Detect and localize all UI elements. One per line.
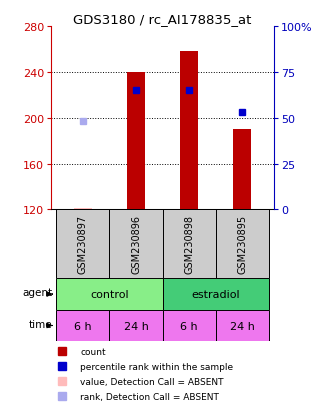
Text: GSM230895: GSM230895 [237, 215, 247, 274]
Text: value, Detection Call = ABSENT: value, Detection Call = ABSENT [80, 377, 224, 386]
Text: GSM230897: GSM230897 [78, 215, 88, 274]
Bar [180, 52, 198, 210]
Text: agent: agent [22, 288, 52, 298]
Bar [74, 209, 92, 210]
Text: count: count [80, 347, 106, 356]
Text: 24 h: 24 h [123, 321, 148, 331]
Bar [215, 310, 269, 342]
Bar [162, 210, 215, 279]
Bar [110, 210, 162, 279]
Text: GSM230898: GSM230898 [184, 215, 194, 274]
Text: percentile rank within the sample: percentile rank within the sample [80, 362, 233, 371]
Text: rank, Detection Call = ABSENT: rank, Detection Call = ABSENT [80, 392, 219, 401]
Bar [56, 210, 110, 279]
Bar [56, 310, 110, 342]
Bar [233, 130, 251, 210]
Text: 24 h: 24 h [230, 321, 254, 331]
Bar [110, 310, 162, 342]
Text: control: control [90, 290, 129, 299]
Bar [56, 279, 162, 310]
Text: GSM230896: GSM230896 [131, 215, 141, 274]
Text: 6 h: 6 h [74, 321, 92, 331]
Bar [127, 73, 145, 210]
Bar [162, 310, 215, 342]
Bar [162, 279, 269, 310]
Text: 6 h: 6 h [180, 321, 198, 331]
Title: GDS3180 / rc_AI178835_at: GDS3180 / rc_AI178835_at [73, 13, 252, 26]
Bar [215, 210, 269, 279]
Text: estradiol: estradiol [191, 290, 240, 299]
Text: time: time [29, 319, 52, 329]
